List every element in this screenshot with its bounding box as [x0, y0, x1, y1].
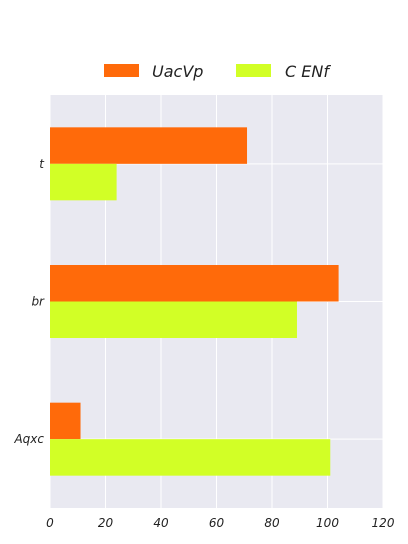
y-tick-label: Aqxc — [13, 432, 44, 446]
bar-series-1-t — [50, 127, 247, 164]
bar-series-1-br — [50, 265, 339, 302]
legend-label-series-2: C ENf — [285, 62, 331, 81]
x-tick-label: 60 — [209, 516, 225, 530]
bar-series-1-aqxc — [50, 403, 81, 440]
y-tick-label: t — [39, 157, 45, 171]
x-tick-label: 40 — [153, 516, 169, 530]
legend: UacVp C ENf — [104, 62, 331, 81]
x-tick-label: 100 — [316, 516, 339, 530]
legend-swatch-series-2 — [236, 64, 271, 77]
x-tick-label: 80 — [264, 516, 280, 530]
x-tick-label: 120 — [372, 516, 395, 530]
y-tick-label: br — [31, 295, 45, 309]
legend-swatch-series-1 — [104, 64, 139, 77]
x-tick-label: 0 — [46, 516, 54, 530]
bar-series-2-br — [50, 302, 297, 339]
legend-label-series-1: UacVp — [152, 62, 203, 81]
bar-series-2-aqxc — [50, 439, 330, 476]
bar-series-2-t — [50, 164, 117, 201]
x-tick-labels: 0 20 40 60 80 100 120 — [46, 516, 395, 530]
y-tick-labels: t br Aqxc — [13, 157, 45, 446]
x-tick-label: 20 — [98, 516, 114, 530]
